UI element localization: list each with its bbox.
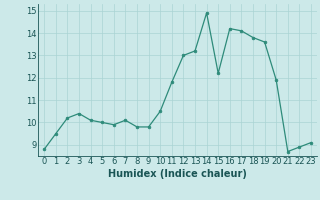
X-axis label: Humidex (Indice chaleur): Humidex (Indice chaleur) (108, 169, 247, 179)
